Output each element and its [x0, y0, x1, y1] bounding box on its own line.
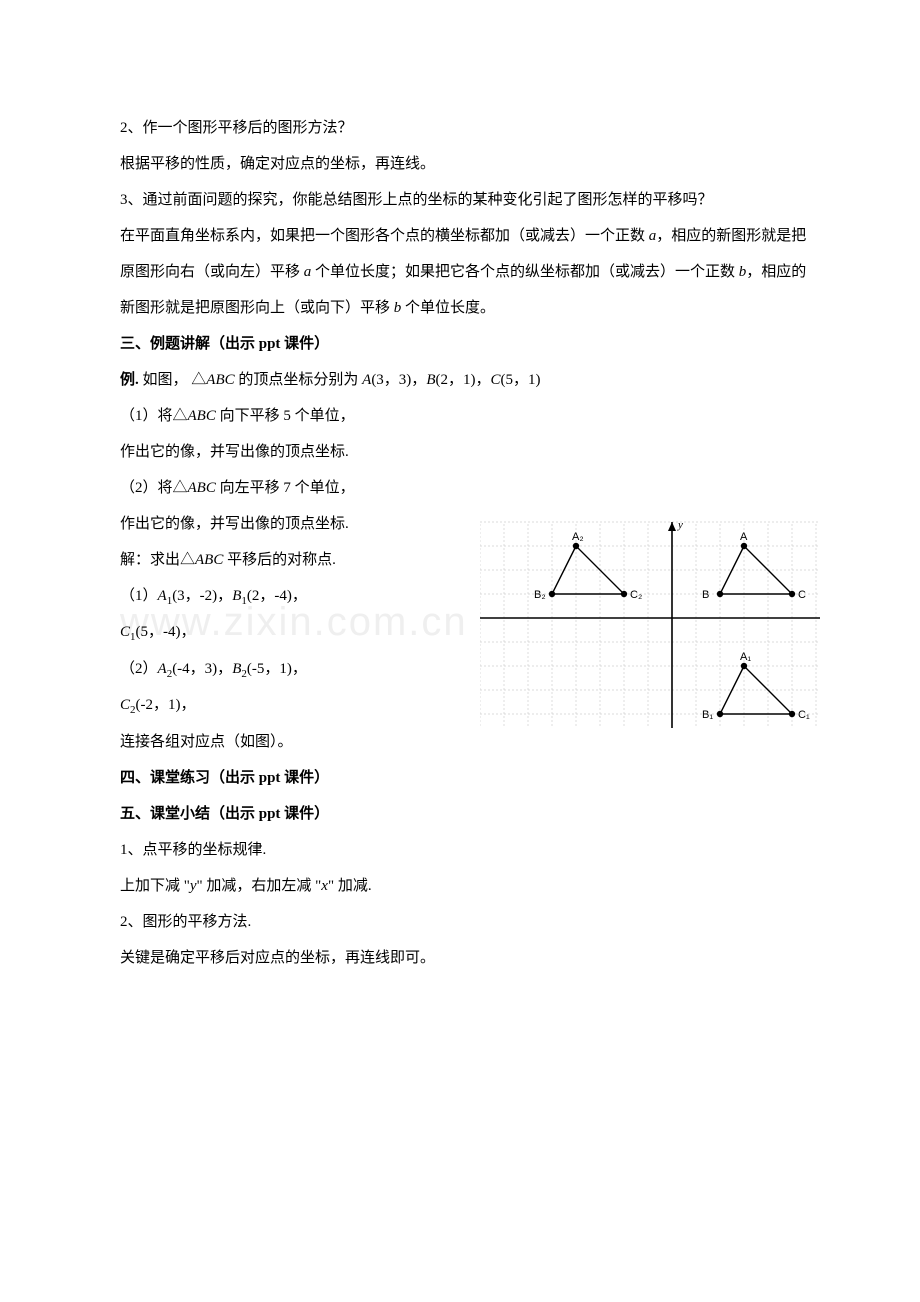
example-line: 例. 如图， △ABC 的顶点坐标分别为 A(3，3)，B(2，1)，C(5，1… [120, 362, 810, 398]
heading: 五、课堂小结（出示 ppt 课件） [120, 796, 810, 832]
paragraph: 作出它的像，并写出像的顶点坐标. [120, 434, 810, 470]
paragraph: 作出它的像，并写出像的顶点坐标. [120, 506, 810, 542]
var: B [232, 588, 241, 604]
text: 如图， △ [139, 372, 207, 388]
text: 在平面直角坐标系内，如果把一个图形各个点的横坐标都加（或减去）一个正数 [120, 228, 649, 244]
heading: 三、例题讲解（出示 ppt 课件） [120, 326, 810, 362]
text: (5，1) [501, 372, 541, 388]
paragraph: 2、作一个图形平移后的图形方法？ [120, 110, 810, 146]
paragraph: 关键是确定平移后对应点的坐标，再连线即可。 [120, 940, 810, 976]
var: ABC [188, 480, 216, 496]
paragraph: 解：求出△ABC 平移后的对称点. [120, 542, 810, 578]
text: 的顶点坐标分别为 [235, 372, 363, 388]
text: (5，-4)， [136, 624, 196, 640]
paragraph: 在平面直角坐标系内，如果把一个图形各个点的横坐标都加（或减去）一个正数 a，相应… [120, 218, 810, 326]
example-label: 例. [120, 372, 139, 388]
text: 向左平移 7 个单位， [216, 480, 355, 496]
paragraph: （2）A2(-4，3)，B2(-5，1)， [120, 651, 810, 687]
var: C [120, 697, 130, 713]
var: A [158, 661, 167, 677]
var: A [158, 588, 167, 604]
heading: 四、课堂练习（出示 ppt 课件） [120, 760, 810, 796]
text: " 加减. [328, 878, 372, 894]
paragraph: 2、图形的平移方法. [120, 904, 810, 940]
paragraph: C2(-2，1)， [120, 687, 810, 723]
text: (2，-4)， [247, 588, 307, 604]
var: A [362, 372, 371, 388]
var-y: y [190, 878, 197, 894]
paragraph: 根据平移的性质，确定对应点的坐标，再连线。 [120, 146, 810, 182]
var: C [490, 372, 500, 388]
text: (-4，3)， [172, 661, 232, 677]
paragraph: 1、点平移的坐标规律. [120, 832, 810, 868]
text: " 加减，右加左减 " [197, 878, 322, 894]
var: B [232, 661, 241, 677]
paragraph: 3、通过前面问题的探究，你能总结图形上点的坐标的某种变化引起了图形怎样的平移吗？ [120, 182, 810, 218]
text: 向下平移 5 个单位， [216, 408, 355, 424]
text: (3，3)， [371, 372, 426, 388]
paragraph: 上加下减 "y" 加减，右加左减 "x" 加减. [120, 868, 810, 904]
text: （2）将△ [120, 480, 188, 496]
text: (-2，1)， [136, 697, 196, 713]
paragraph: （2）将△ABC 向左平移 7 个单位， [120, 470, 810, 506]
var: ABC [195, 552, 223, 568]
text: (-5，1)， [247, 661, 307, 677]
paragraph: （1）将△ABC 向下平移 5 个单位， [120, 398, 810, 434]
var: ABC [188, 408, 216, 424]
text: （1） [120, 588, 158, 604]
paragraph: 连接各组对应点（如图）。 [120, 724, 810, 760]
text: (3，-2)， [172, 588, 232, 604]
text: (2，1)， [435, 372, 490, 388]
text: 平移后的对称点. [223, 552, 336, 568]
var: ABC [206, 372, 234, 388]
paragraph: C1(5，-4)， [120, 614, 810, 650]
paragraph: （1）A1(3，-2)，B1(2，-4)， [120, 578, 810, 614]
text: （2） [120, 661, 158, 677]
text: 个单位长度；如果把它各个点的纵坐标都加（或减去）一个正数 [311, 264, 739, 280]
text: 个单位长度。 [401, 300, 495, 316]
text: （1）将△ [120, 408, 188, 424]
var: C [120, 624, 130, 640]
var-x: x [321, 878, 328, 894]
text: 上加下减 " [120, 878, 190, 894]
text: 解：求出△ [120, 552, 195, 568]
